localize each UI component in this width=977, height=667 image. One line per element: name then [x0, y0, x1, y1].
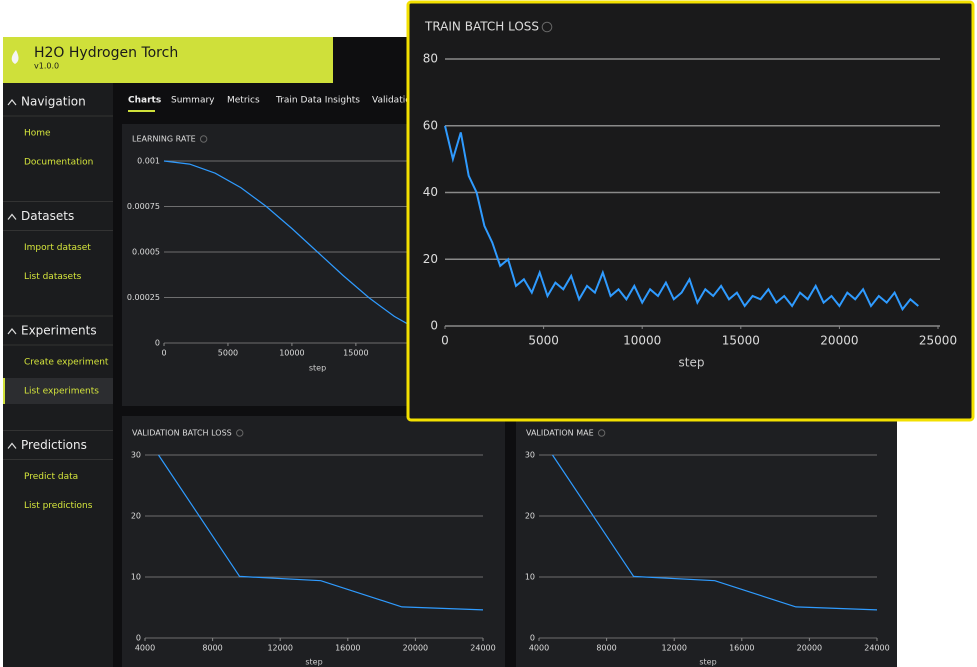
y-tick-label: 0.001: [137, 157, 160, 166]
x-tick-label: 8000: [202, 644, 222, 653]
chart-title: TRAIN BATCH LOSS: [424, 20, 539, 34]
app-title: H2O Hydrogen Torch: [34, 45, 178, 61]
y-tick-label: 20: [525, 512, 535, 521]
x-tick-label: 12000: [661, 644, 686, 653]
x-tick-label: 24000: [864, 644, 889, 653]
app-version: v1.0.0: [34, 62, 59, 71]
chart-panel: [516, 416, 897, 667]
tab[interactable]: Charts: [128, 96, 161, 106]
nav-item[interactable]: Predict data: [24, 472, 78, 482]
x-tick-label: 4000: [529, 644, 549, 653]
x-tick-label: 15000: [343, 349, 368, 358]
x-tick-label: 5000: [528, 334, 559, 348]
x-axis-title: step: [309, 364, 326, 373]
header: [3, 37, 333, 83]
x-tick-label: 12000: [267, 644, 292, 653]
chart-panel: [122, 416, 505, 667]
x-axis-title: step: [305, 658, 322, 667]
x-tick-label: 25000: [919, 334, 957, 348]
data-line: [444, 125, 919, 312]
x-tick-label: 10000: [623, 334, 661, 348]
x-tick-label: 8000: [596, 644, 616, 653]
tab[interactable]: Train Data Insights: [275, 96, 360, 106]
tab-underline: [128, 110, 155, 112]
section-heading[interactable]: Datasets: [21, 209, 74, 223]
selected-item: [3, 378, 113, 404]
x-tick-label: 16000: [335, 644, 360, 653]
info-icon: [541, 21, 553, 33]
data-line: [158, 454, 484, 611]
sidebar: [3, 83, 113, 667]
chart-title: VALIDATION MAE: [526, 429, 594, 438]
x-axis-title: step: [679, 356, 705, 370]
nav-item[interactable]: List datasets: [24, 272, 82, 282]
x-tick-label: 20000: [797, 644, 822, 653]
y-tick-label: 0.00025: [127, 293, 160, 302]
section-heading[interactable]: Experiments: [21, 324, 97, 338]
x-tick-label: 24000: [470, 644, 495, 653]
chevron: [7, 213, 17, 220]
y-tick-label: 10: [131, 573, 141, 582]
y-tick-label: 30: [525, 451, 535, 460]
selected-marker: [3, 378, 5, 404]
y-tick-label: 0: [136, 634, 141, 643]
x-tick-label: 0: [441, 334, 449, 348]
info-icon: [199, 135, 208, 143]
chart-title: VALIDATION BATCH LOSS: [132, 429, 232, 438]
tab[interactable]: Metrics: [227, 96, 260, 106]
data-line: [552, 454, 878, 611]
x-tick-label: 16000: [729, 644, 754, 653]
y-tick-label: 0: [530, 634, 535, 643]
x-tick-label: 20000: [820, 334, 858, 348]
chevron: [7, 442, 17, 449]
y-tick-label: 0.00075: [127, 202, 160, 211]
section-heading[interactable]: Predictions: [21, 438, 87, 452]
nav-item[interactable]: Documentation: [24, 158, 93, 168]
logo: [11, 50, 19, 64]
info-icon: [236, 429, 244, 437]
y-tick-label: 60: [423, 118, 438, 132]
chevron: [7, 99, 17, 106]
y-tick-label: 80: [423, 52, 438, 66]
y-tick-label: 0: [430, 319, 438, 333]
chevron: [7, 328, 17, 335]
nav-item[interactable]: Create experiment: [24, 358, 109, 368]
y-tick-label: 0: [155, 339, 160, 348]
tab[interactable]: Validation: [372, 96, 416, 106]
x-tick-label: 20000: [403, 644, 428, 653]
x-tick-label: 4000: [135, 644, 155, 653]
y-tick-label: 10: [525, 573, 535, 582]
nav-item[interactable]: List experiments: [24, 387, 99, 397]
tab[interactable]: Summary: [171, 96, 215, 106]
nav-item[interactable]: Home: [24, 129, 51, 139]
section-heading[interactable]: Navigation: [21, 95, 86, 109]
y-tick-label: 0.0005: [132, 248, 160, 257]
y-tick-label: 30: [131, 451, 141, 460]
x-tick-label: 15000: [722, 334, 760, 348]
x-tick-label: 5000: [218, 349, 238, 358]
info-icon: [597, 429, 606, 437]
y-tick-label: 20: [131, 512, 141, 521]
y-tick-label: 40: [423, 185, 438, 199]
x-axis-title: step: [699, 658, 716, 667]
y-tick-label: 20: [423, 252, 438, 266]
x-tick-label: 0: [161, 349, 166, 358]
chart-title: LEARNING RATE: [132, 135, 196, 144]
nav-item[interactable]: Import dataset: [24, 243, 91, 253]
highlight-frame: [406, 0, 975, 422]
x-tick-label: 10000: [279, 349, 304, 358]
nav-item[interactable]: List predictions: [24, 501, 93, 511]
